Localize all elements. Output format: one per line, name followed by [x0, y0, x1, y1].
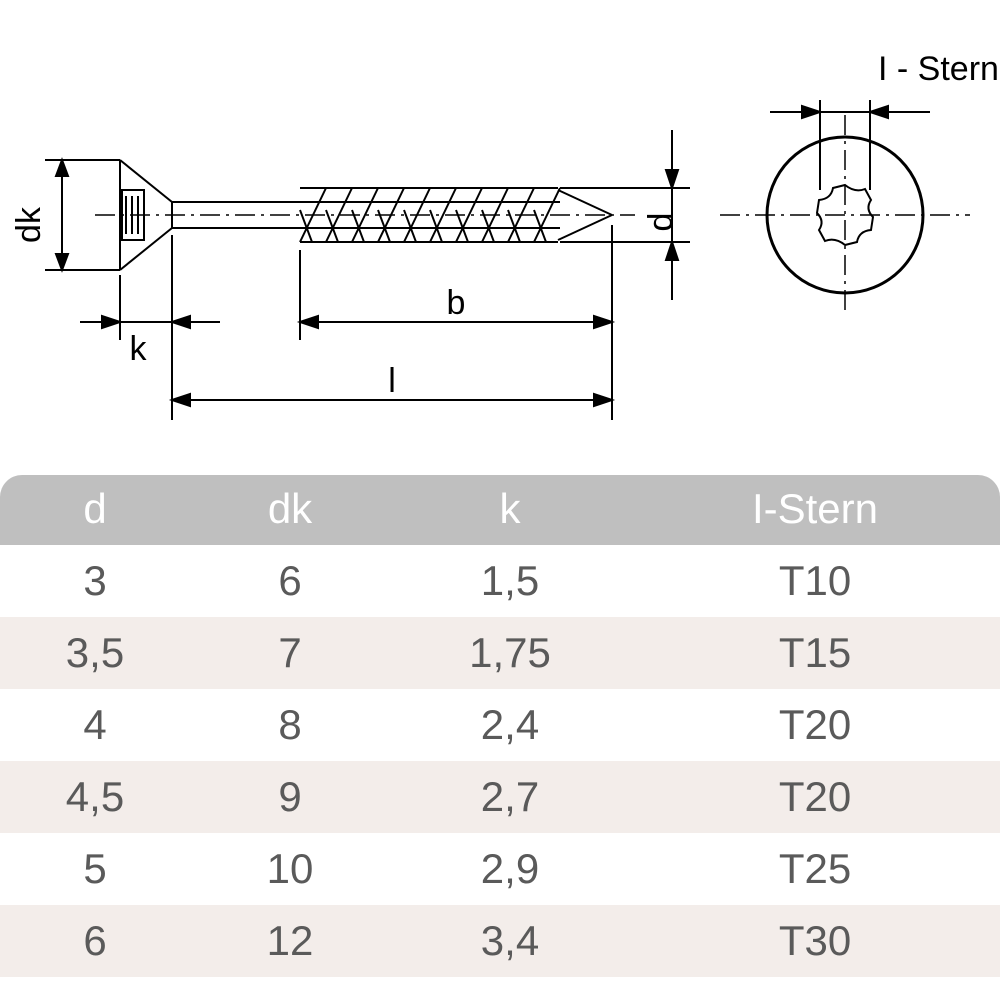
spec-header-row: d dk k I-Stern: [0, 475, 1000, 545]
cell: 4: [0, 689, 190, 761]
cell: 10: [190, 833, 390, 905]
cell: T10: [630, 545, 1000, 617]
cell: T30: [630, 905, 1000, 977]
table-row: 3 6 1,5 T10: [0, 545, 1000, 617]
cell: T20: [630, 761, 1000, 833]
cell: 3,5: [0, 617, 190, 689]
cell: 6: [190, 545, 390, 617]
table-row: 6 12 3,4 T30: [0, 905, 1000, 977]
cell: 6: [0, 905, 190, 977]
table-row: 3,5 7 1,75 T15: [0, 617, 1000, 689]
diagram-svg: dk k b: [0, 0, 1000, 480]
cell: 2,9: [390, 833, 630, 905]
screw-diagram: dk k b: [0, 0, 1000, 480]
cell: T25: [630, 833, 1000, 905]
cell: 1,5: [390, 545, 630, 617]
spec-table: d dk k I-Stern 3 6 1,5 T10 3,5 7 1,75 T1: [0, 475, 1000, 977]
cell: 5: [0, 833, 190, 905]
label-k: k: [130, 330, 148, 368]
col-d: d: [0, 475, 190, 545]
label-l: l: [388, 362, 396, 400]
label-istern: I - Stern: [878, 50, 999, 88]
cell: 9: [190, 761, 390, 833]
cell: 8: [190, 689, 390, 761]
cell: 7: [190, 617, 390, 689]
spec-table-wrap: d dk k I-Stern 3 6 1,5 T10 3,5 7 1,75 T1: [0, 475, 1000, 977]
cell: T20: [630, 689, 1000, 761]
dim-k: [80, 235, 220, 340]
col-k: k: [390, 475, 630, 545]
cell: T15: [630, 617, 1000, 689]
label-d: d: [642, 213, 680, 232]
label-b: b: [447, 284, 466, 322]
cell: 4,5: [0, 761, 190, 833]
cell: 3: [0, 545, 190, 617]
cell: 12: [190, 905, 390, 977]
cell: 3,4: [390, 905, 630, 977]
head-top-view: [720, 115, 970, 315]
dim-istern: [770, 100, 930, 190]
col-istern: I-Stern: [630, 475, 1000, 545]
cell: 2,7: [390, 761, 630, 833]
table-row: 4 8 2,4 T20: [0, 689, 1000, 761]
col-dk: dk: [190, 475, 390, 545]
table-row: 4,5 9 2,7 T20: [0, 761, 1000, 833]
cell: 2,4: [390, 689, 630, 761]
table-row: 5 10 2,9 T25: [0, 833, 1000, 905]
page: dk k b: [0, 0, 1000, 1000]
cell: 1,75: [390, 617, 630, 689]
label-dk: dk: [10, 206, 48, 243]
